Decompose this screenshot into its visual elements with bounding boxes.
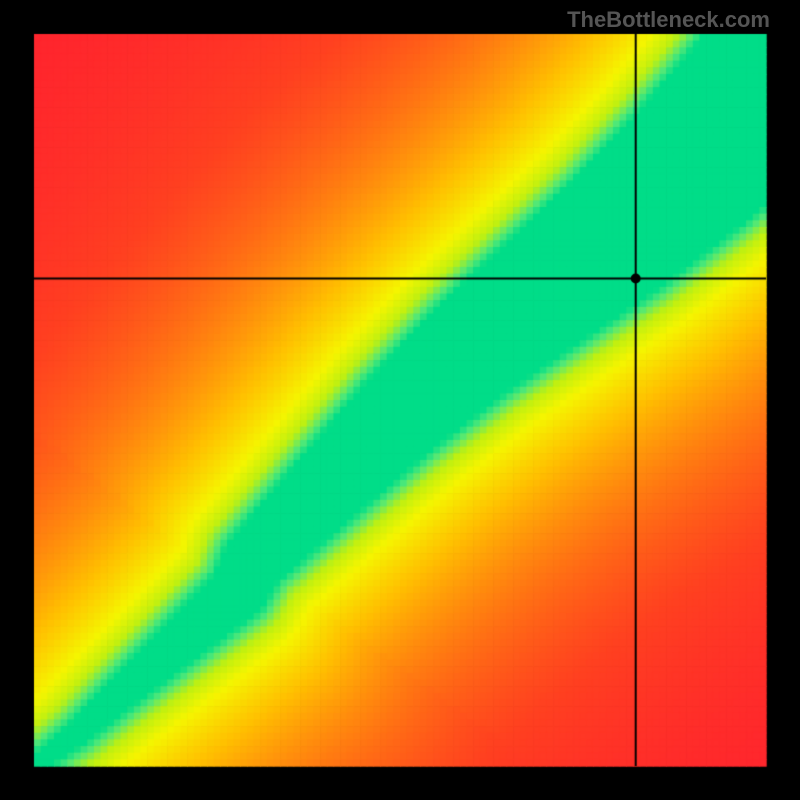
watermark-text: TheBottleneck.com	[567, 7, 770, 33]
bottleneck-heatmap	[0, 0, 800, 800]
chart-container: { "canvas": { "width": 800, "height": 80…	[0, 0, 800, 800]
